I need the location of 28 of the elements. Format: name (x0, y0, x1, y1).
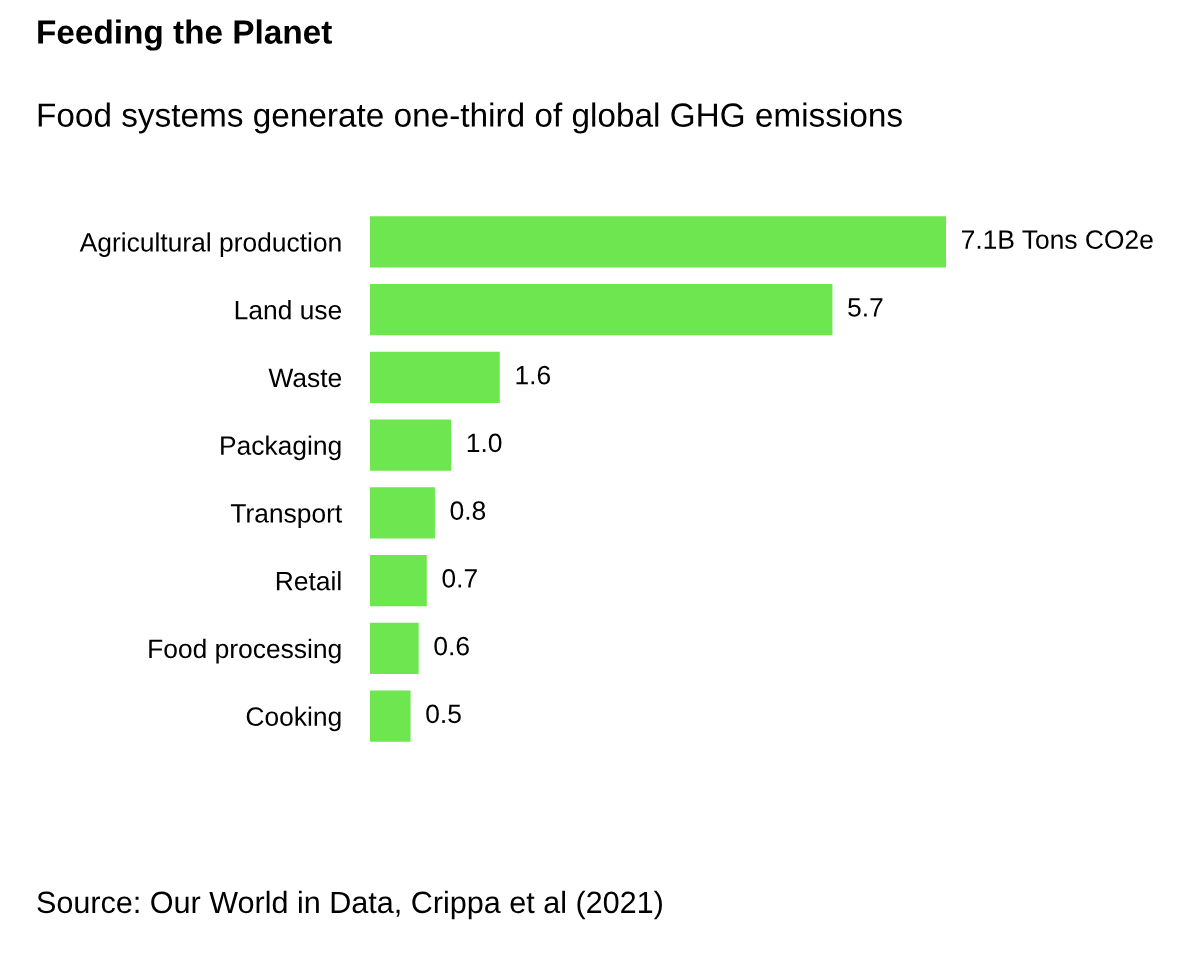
bar (370, 419, 452, 471)
bar (370, 487, 435, 539)
y-tick-label: Retail (276, 571, 341, 591)
data-label: 7.1 (962, 230, 997, 249)
bar (370, 283, 833, 336)
bar (370, 554, 427, 607)
data-label: 1.6 (516, 365, 550, 385)
chart-title: Feeding the Planet (38, 19, 332, 51)
bar (370, 216, 946, 268)
y-tick-label: Land use (235, 300, 342, 320)
bar (370, 690, 411, 742)
chart-subtitle: Food systems generate one-third of global GHG emissions (38, 102, 902, 134)
y-tick-label: Food processing (149, 638, 341, 664)
y-tick-label: Transport (230, 504, 343, 528)
y-tick-label: Cooking (246, 706, 341, 732)
data-label: 0.7 (442, 569, 477, 588)
data-label: 0.8 (450, 501, 486, 520)
y-tick-label: Packaging (221, 435, 341, 461)
y-tick-label: Agricultural production (79, 232, 341, 257)
source-note: Source: Our World in Data, Crippa et al (2021) (37, 890, 662, 920)
data-label: 0.6 (434, 636, 469, 656)
y-tick-label: Waste (268, 368, 342, 388)
data-label: 0.5 (426, 704, 461, 724)
bar (370, 351, 500, 404)
data-label: 5.7 (848, 298, 883, 317)
text: B Tons CO2e (999, 230, 1153, 249)
data-label: 1.0 (467, 433, 502, 453)
bar (370, 622, 419, 675)
